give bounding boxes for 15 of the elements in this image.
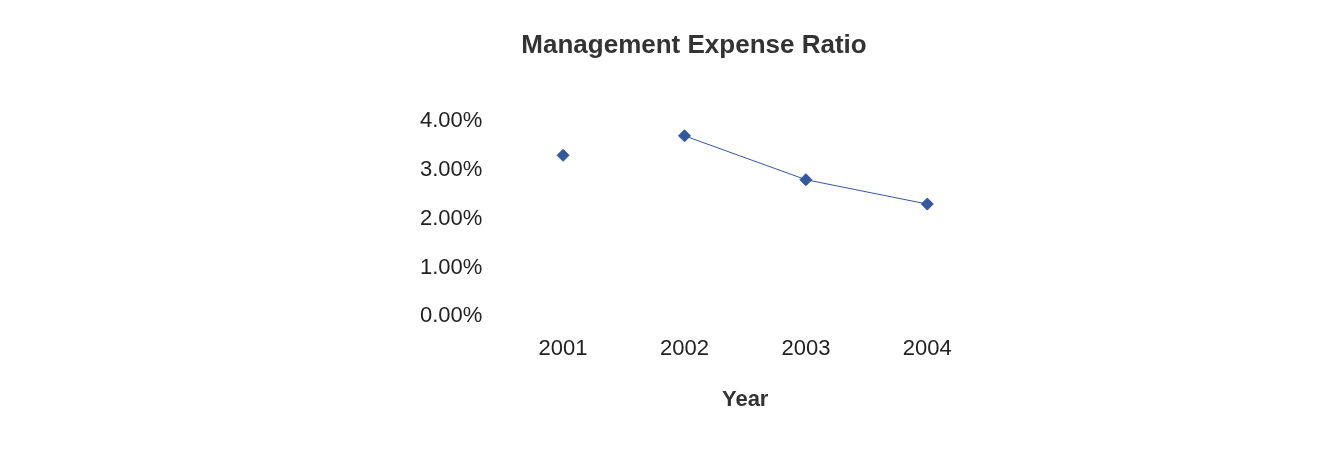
point — [920, 197, 934, 211]
x-tick-label: 2002 — [660, 335, 709, 361]
point — [799, 173, 813, 187]
x-axis-title: Year — [721, 385, 769, 411]
y-tick-label: 4.00% — [419, 107, 483, 133]
point — [677, 129, 691, 143]
y-tick-label: 2.00% — [419, 204, 483, 230]
chart-title: Management Expense Ratio — [521, 28, 867, 59]
y-tick-label: 3.00% — [419, 156, 483, 182]
x-tick-label: 2001 — [538, 335, 588, 361]
x-tick-label: 2004 — [902, 335, 952, 361]
y-tick-label: 0.00% — [419, 302, 483, 328]
point — [556, 148, 570, 162]
y-tick-label: 1.00% — [419, 253, 483, 279]
x-tick-label: 2003 — [781, 335, 831, 361]
